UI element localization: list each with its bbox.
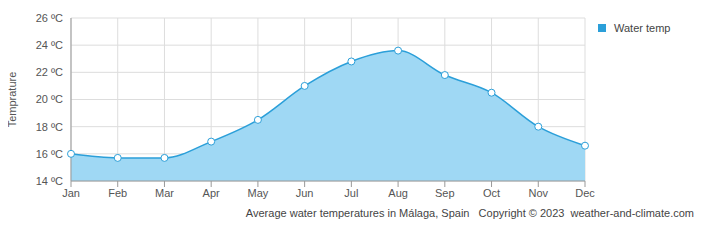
svg-text:Apr: Apr xyxy=(203,187,220,199)
svg-text:Jan: Jan xyxy=(62,187,80,199)
svg-text:26 ºC: 26 ºC xyxy=(36,12,63,24)
svg-text:Jul: Jul xyxy=(344,187,358,199)
svg-text:22 ºC: 22 ºC xyxy=(36,66,63,78)
html-text:Average water temperatures in: Average water temperatures in Málaga, Sp… xyxy=(245,207,694,219)
svg-text:Nov: Nov xyxy=(528,187,548,199)
svg-text:14 ºC: 14 ºC xyxy=(36,175,63,187)
svg-text:Jun: Jun xyxy=(296,187,314,199)
svg-text:Sep: Sep xyxy=(435,187,455,199)
svg-text:Dec: Dec xyxy=(575,187,595,199)
svg-text:Temprature: Temprature xyxy=(8,72,18,128)
svg-text:May: May xyxy=(248,187,269,199)
svg-text:Mar: Mar xyxy=(155,187,174,199)
svg-text:16 ºC: 16 ºC xyxy=(36,148,63,160)
html-text:Water temp: Water temp xyxy=(614,22,671,34)
svg-text:Oct: Oct xyxy=(483,187,500,199)
svg-text:Aug: Aug xyxy=(388,187,408,199)
svg-text:20 ºC: 20 ºC xyxy=(36,93,63,105)
svg-text:Feb: Feb xyxy=(108,187,127,199)
svg-text:24 ºC: 24 ºC xyxy=(36,39,63,51)
svg-text:18 ºC: 18 ºC xyxy=(36,121,63,133)
